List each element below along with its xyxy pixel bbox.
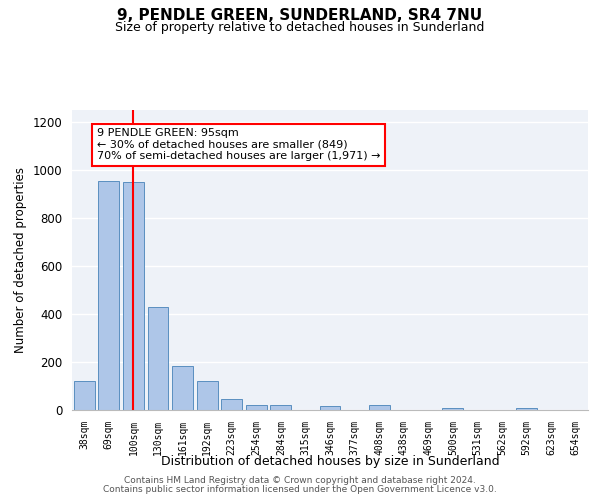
Bar	[320, 406, 340, 410]
Y-axis label: Number of detached properties: Number of detached properties	[14, 167, 27, 353]
Text: Distribution of detached houses by size in Sunderland: Distribution of detached houses by size …	[161, 455, 499, 468]
Bar	[197, 381, 218, 410]
Bar	[98, 181, 119, 410]
Bar	[148, 307, 169, 410]
Bar	[246, 405, 267, 410]
Bar	[74, 381, 95, 410]
Text: Contains public sector information licensed under the Open Government Licence v3: Contains public sector information licen…	[103, 485, 497, 494]
Bar	[123, 182, 144, 410]
Text: Size of property relative to detached houses in Sunderland: Size of property relative to detached ho…	[115, 21, 485, 34]
Bar	[516, 408, 537, 410]
Bar	[368, 405, 389, 410]
Bar	[172, 366, 193, 410]
Bar	[221, 399, 242, 410]
Bar	[271, 405, 292, 410]
Bar	[442, 408, 463, 410]
Text: Contains HM Land Registry data © Crown copyright and database right 2024.: Contains HM Land Registry data © Crown c…	[124, 476, 476, 485]
Text: 9, PENDLE GREEN, SUNDERLAND, SR4 7NU: 9, PENDLE GREEN, SUNDERLAND, SR4 7NU	[118, 8, 482, 22]
Text: 9 PENDLE GREEN: 95sqm
← 30% of detached houses are smaller (849)
70% of semi-det: 9 PENDLE GREEN: 95sqm ← 30% of detached …	[97, 128, 380, 161]
